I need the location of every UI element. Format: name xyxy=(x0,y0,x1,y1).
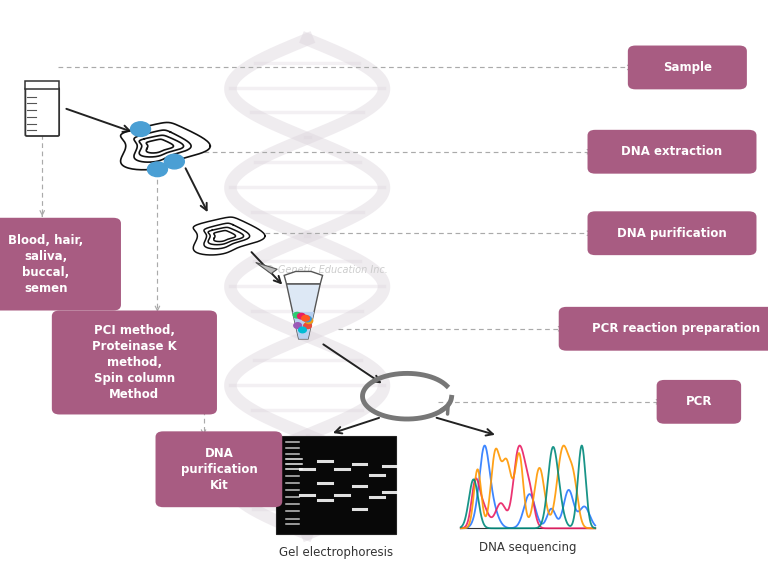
Circle shape xyxy=(293,312,301,318)
Circle shape xyxy=(303,323,311,329)
Text: Blood, hair,
saliva,
buccal,
semen: Blood, hair, saliva, buccal, semen xyxy=(8,234,84,294)
FancyBboxPatch shape xyxy=(588,211,756,255)
FancyBboxPatch shape xyxy=(588,130,756,174)
Circle shape xyxy=(303,316,311,321)
Circle shape xyxy=(131,122,151,137)
FancyBboxPatch shape xyxy=(628,46,746,89)
Text: Sample: Sample xyxy=(663,61,712,74)
Polygon shape xyxy=(284,271,323,284)
FancyBboxPatch shape xyxy=(25,88,59,136)
Circle shape xyxy=(305,318,313,324)
Text: DNA sequencing: DNA sequencing xyxy=(479,541,577,554)
FancyBboxPatch shape xyxy=(559,307,768,351)
Circle shape xyxy=(164,155,184,169)
Text: DNA extraction: DNA extraction xyxy=(621,145,723,158)
Circle shape xyxy=(302,315,310,321)
Polygon shape xyxy=(286,284,320,339)
Text: DNA purification: DNA purification xyxy=(617,226,727,240)
Circle shape xyxy=(147,162,167,176)
Text: PCR: PCR xyxy=(686,395,712,409)
Text: © Genetic Education Inc.: © Genetic Education Inc. xyxy=(265,265,388,275)
Bar xyxy=(25,81,59,89)
Circle shape xyxy=(299,327,306,333)
Circle shape xyxy=(297,314,305,319)
Text: PCI method,
Proteinase K
method,
Spin column
Method: PCI method, Proteinase K method, Spin co… xyxy=(92,324,177,401)
FancyBboxPatch shape xyxy=(657,380,741,424)
Text: Gel electrophoresis: Gel electrophoresis xyxy=(279,546,393,559)
Polygon shape xyxy=(256,262,277,274)
FancyBboxPatch shape xyxy=(0,217,121,310)
Bar xyxy=(276,436,396,534)
FancyBboxPatch shape xyxy=(155,432,282,507)
Circle shape xyxy=(294,323,302,328)
Text: DNA
purification
Kit: DNA purification Kit xyxy=(180,447,257,492)
Text: PCR reaction preparation: PCR reaction preparation xyxy=(592,322,760,336)
Polygon shape xyxy=(293,312,314,339)
FancyBboxPatch shape xyxy=(51,310,217,415)
